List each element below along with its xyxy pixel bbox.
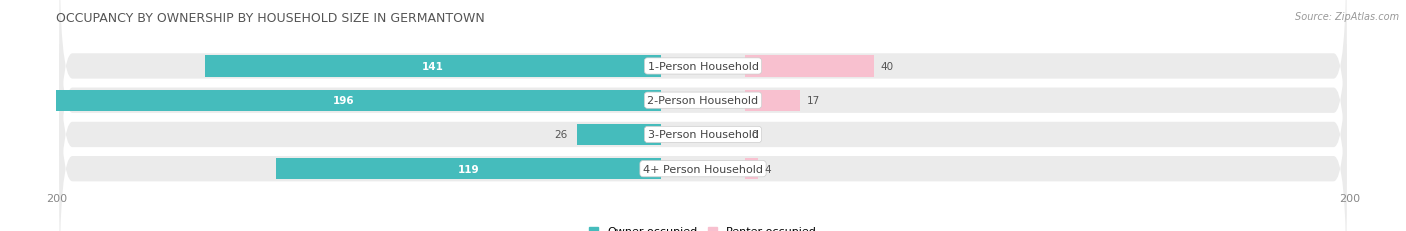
FancyBboxPatch shape <box>59 0 1347 225</box>
Text: 196: 196 <box>333 96 354 106</box>
Text: 4: 4 <box>765 164 770 174</box>
Bar <box>27 90 661 111</box>
Bar <box>745 56 875 77</box>
Text: 119: 119 <box>458 164 479 174</box>
Text: 26: 26 <box>554 130 567 140</box>
Text: Source: ZipAtlas.com: Source: ZipAtlas.com <box>1295 12 1399 21</box>
Text: 2-Person Household: 2-Person Household <box>647 96 759 106</box>
FancyBboxPatch shape <box>59 0 1347 190</box>
Text: OCCUPANCY BY OWNERSHIP BY HOUSEHOLD SIZE IN GERMANTOWN: OCCUPANCY BY OWNERSHIP BY HOUSEHOLD SIZE… <box>56 12 485 24</box>
Text: 17: 17 <box>807 96 820 106</box>
Text: 141: 141 <box>422 62 444 72</box>
FancyBboxPatch shape <box>59 45 1347 231</box>
Text: 4+ Person Household: 4+ Person Household <box>643 164 763 174</box>
Bar <box>745 158 758 179</box>
Text: 0: 0 <box>752 130 758 140</box>
Text: 3-Person Household: 3-Person Household <box>648 130 758 140</box>
Text: 40: 40 <box>882 62 894 72</box>
Bar <box>276 158 661 179</box>
Text: 1-Person Household: 1-Person Household <box>648 62 758 72</box>
Bar <box>576 124 661 146</box>
Bar <box>205 56 661 77</box>
FancyBboxPatch shape <box>59 11 1347 231</box>
Bar <box>745 90 800 111</box>
Legend: Owner-occupied, Renter-occupied: Owner-occupied, Renter-occupied <box>589 226 817 231</box>
